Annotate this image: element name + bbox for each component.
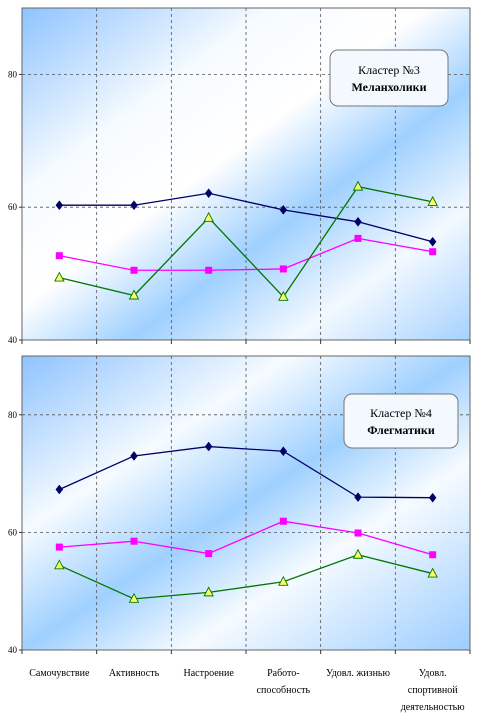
x-category-label: Настроение [184,668,235,679]
data-point-square [130,266,138,274]
chart-panel-1: 40 60 80 Кластер №3 Меланхолики [8,7,471,345]
data-point-square [429,248,437,256]
cluster-label-type: Флегматики [367,423,435,437]
data-point-triangle [352,548,364,559]
y-tick-label: 80 [8,410,18,420]
data-point-diamond [55,484,64,495]
data-point-square [354,234,362,242]
cluster-label-box [343,393,459,449]
data-point-square [429,551,437,559]
data-point-triangle [54,271,65,282]
y-tick-label: 60 [8,527,18,537]
series-1 [55,441,437,503]
x-category-label: деятельностью [401,702,465,713]
cluster-label-box [329,49,449,107]
x-category-label: способность [257,685,311,696]
data-point-triangle [128,289,140,300]
data-point-square [279,517,287,525]
x-category-label: Удовл. [419,668,447,679]
x-category-label: Активность [109,668,160,679]
data-point-triangle [128,592,140,603]
data-point-triangle [352,180,364,191]
series-line [59,192,433,243]
data-point-diamond [279,446,288,457]
data-point-diamond [428,236,437,247]
data-point-square [279,265,287,273]
y-tick-label: 60 [8,202,18,212]
series-line [59,185,433,298]
data-point-triangle [278,290,289,301]
data-point-triangle [54,559,65,570]
x-category-label: спортивной [408,685,458,696]
series-line [59,445,433,499]
y-tick-label: 40 [8,645,18,655]
data-point-square [205,266,213,274]
y-tick-label: 80 [8,69,18,79]
chart-panel-2: 40 60 80 Кластер №4 Флегматики [8,355,471,655]
data-point-triangle [427,195,438,206]
series-3 [54,180,438,301]
data-point-diamond [204,188,213,199]
cluster-label-type: Меланхолики [352,80,427,94]
data-point-diamond [279,204,288,215]
data-point-diamond [130,451,138,461]
y-tick-label: 40 [8,335,18,345]
data-point-square [55,252,63,260]
series-line [59,520,433,556]
series-1 [55,188,437,247]
data-point-diamond [55,200,64,211]
data-point-triangle [278,575,289,586]
series-2 [55,517,437,559]
series-3 [54,548,438,603]
data-point-square [354,529,362,537]
data-point-triangle [203,586,214,597]
x-category-label: Удовл. жизнью [326,668,390,679]
series-line [59,554,433,600]
series-line [59,237,433,271]
cluster-label-title: Кластер №3 [358,63,420,77]
data-point-square [55,543,63,551]
data-point-diamond [204,441,213,452]
cluster-label-title: Кластер №4 [370,406,432,420]
data-point-triangle [203,211,214,222]
series-2 [55,234,437,274]
data-point-triangle [427,567,438,578]
x-category-label: Работо- [267,668,300,679]
data-point-diamond [354,216,362,227]
x-category-label: Самочувствие [29,668,90,679]
data-point-diamond [354,492,362,503]
data-point-diamond [428,492,437,503]
data-point-diamond [130,200,138,211]
data-point-square [205,550,213,558]
data-point-square [130,537,138,545]
